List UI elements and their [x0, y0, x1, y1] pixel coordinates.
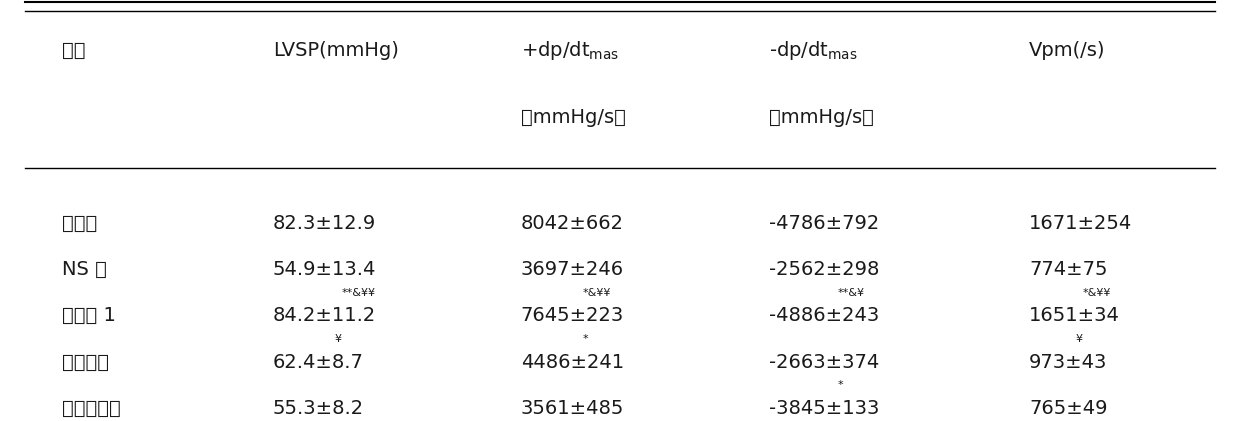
Text: ¥: ¥ [1075, 334, 1083, 344]
Text: 1651±34: 1651±34 [1029, 306, 1120, 325]
Text: 84.2±11.2: 84.2±11.2 [273, 306, 376, 325]
Text: **&¥: **&¥ [838, 288, 866, 298]
Text: *&¥¥: *&¥¥ [1083, 288, 1111, 298]
Text: -4786±792: -4786±792 [769, 213, 879, 233]
Text: 8042±662: 8042±662 [521, 213, 624, 233]
Text: 对照组: 对照组 [62, 213, 97, 233]
Text: ¥: ¥ [335, 334, 341, 344]
Text: 组别: 组别 [62, 41, 86, 60]
Text: *&¥¥: *&¥¥ [583, 288, 611, 298]
Text: 实施例 1: 实施例 1 [62, 306, 115, 325]
Text: （mmHg/s）: （mmHg/s） [521, 108, 626, 128]
Text: 55.3±8.2: 55.3±8.2 [273, 399, 363, 418]
Text: 4486±241: 4486±241 [521, 352, 624, 372]
Text: NS 组: NS 组 [62, 260, 107, 279]
Text: 1671±254: 1671±254 [1029, 213, 1132, 233]
Text: -2663±374: -2663±374 [769, 352, 879, 372]
Text: 54.9±13.4: 54.9±13.4 [273, 260, 376, 279]
Text: Vpm(/s): Vpm(/s) [1029, 41, 1106, 60]
Text: -dp/dt$_{\mathrm{mas}}$: -dp/dt$_{\mathrm{mas}}$ [769, 39, 858, 62]
Text: 7645±223: 7645±223 [521, 306, 624, 325]
Text: 765±49: 765±49 [1029, 399, 1107, 418]
Text: -3845±133: -3845±133 [769, 399, 879, 418]
Text: LVSP(mmHg): LVSP(mmHg) [273, 41, 399, 60]
Text: 62.4±8.7: 62.4±8.7 [273, 352, 363, 372]
Text: 尼群地平: 尼群地平 [62, 352, 109, 372]
Text: *: * [838, 380, 843, 390]
Text: 82.3±12.9: 82.3±12.9 [273, 213, 376, 233]
Text: 3697±246: 3697±246 [521, 260, 624, 279]
Text: 774±75: 774±75 [1029, 260, 1107, 279]
Text: -4886±243: -4886±243 [769, 306, 879, 325]
Text: （mmHg/s）: （mmHg/s） [769, 108, 874, 128]
Text: 藻酸双酯钓: 藻酸双酯钓 [62, 399, 120, 418]
Text: +dp/dt$_{\mathrm{mas}}$: +dp/dt$_{\mathrm{mas}}$ [521, 39, 619, 62]
Text: *: * [583, 334, 588, 344]
Text: -2562±298: -2562±298 [769, 260, 879, 279]
Text: **&¥¥: **&¥¥ [342, 288, 376, 298]
Text: 3561±485: 3561±485 [521, 399, 624, 418]
Text: 973±43: 973±43 [1029, 352, 1107, 372]
